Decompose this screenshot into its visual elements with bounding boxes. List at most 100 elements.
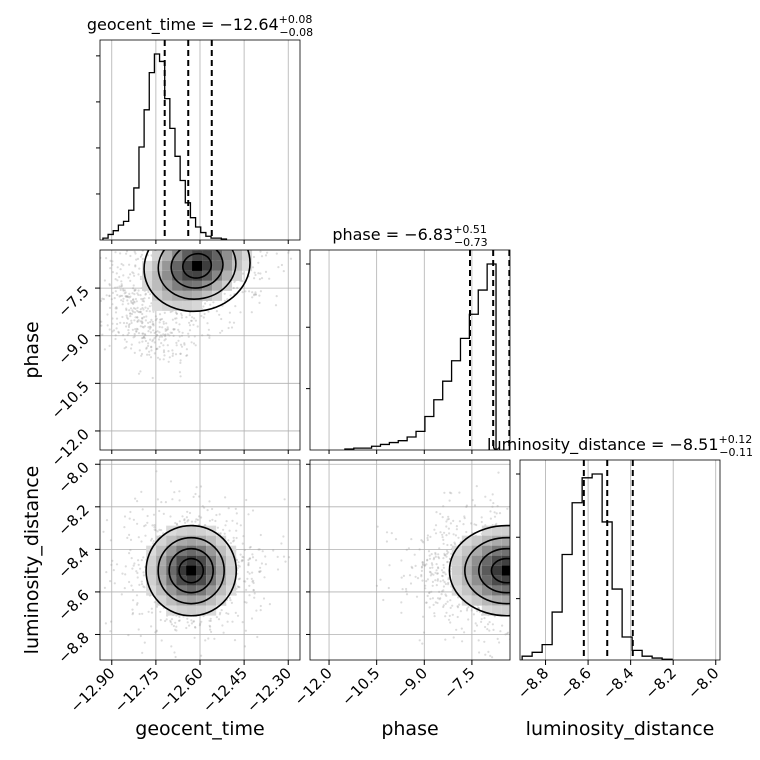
sample-point — [141, 340, 144, 343]
sample-point — [162, 246, 164, 248]
sample-point — [431, 580, 434, 584]
sample-point — [248, 244, 250, 246]
density-cell — [196, 535, 207, 546]
sample-point — [499, 630, 502, 633]
sample-point — [258, 570, 261, 573]
sample-point — [92, 261, 94, 263]
sample-point — [195, 230, 197, 232]
sample-point — [139, 308, 142, 311]
sample-point — [206, 509, 209, 512]
sample-point — [444, 573, 447, 576]
sample-point — [206, 322, 209, 325]
sample-point — [442, 589, 445, 592]
density-cell — [142, 270, 153, 281]
sample-point — [241, 272, 245, 275]
sample-point — [149, 320, 152, 324]
sample-point — [115, 306, 118, 309]
sample-point — [222, 631, 225, 634]
sample-point — [268, 230, 270, 232]
sample-point — [455, 528, 458, 531]
sample-point — [488, 621, 491, 624]
sample-point — [513, 553, 515, 555]
sample-point — [248, 290, 251, 293]
sample-point — [185, 229, 187, 231]
sample-point — [530, 585, 532, 587]
sample-point — [165, 328, 168, 332]
sample-point — [530, 591, 532, 593]
sample-point — [142, 308, 145, 311]
sample-point — [546, 557, 548, 559]
sample-point — [252, 214, 254, 216]
sample-point — [138, 267, 141, 270]
sample-point — [247, 564, 250, 567]
sample-point — [515, 559, 517, 561]
sample-point — [442, 542, 445, 545]
sample-point — [148, 305, 151, 308]
sample-point — [137, 372, 141, 375]
sample-point — [174, 317, 177, 320]
sample-point — [236, 286, 239, 289]
sample-point — [219, 611, 222, 614]
density-cell — [176, 595, 187, 606]
density-cell — [216, 595, 227, 606]
sample-point — [156, 334, 159, 337]
sample-point — [447, 583, 450, 586]
sample-point — [162, 512, 165, 516]
sample-point — [477, 607, 480, 610]
sample-point — [570, 583, 572, 585]
sample-point — [141, 325, 144, 328]
sample-point — [202, 243, 204, 245]
sample-point — [164, 335, 167, 338]
y-tick-label: −12.0 — [48, 425, 93, 470]
sample-point — [512, 549, 514, 551]
sample-point — [553, 573, 555, 575]
sample-point — [193, 231, 195, 233]
density-cell — [522, 526, 532, 536]
sample-point — [445, 525, 448, 528]
sample-point — [185, 316, 188, 319]
sample-point — [216, 232, 218, 234]
sample-point — [190, 228, 192, 230]
sample-point — [110, 563, 113, 567]
sample-point — [186, 354, 189, 357]
sample-point — [138, 612, 141, 616]
sample-point — [158, 358, 161, 361]
sample-point — [162, 241, 164, 243]
sample-point — [248, 594, 251, 597]
sample-point — [214, 519, 217, 523]
sample-point — [542, 551, 544, 553]
sample-point — [260, 277, 264, 280]
density-cell — [166, 535, 177, 546]
sample-point — [517, 569, 519, 571]
sample-point — [527, 562, 529, 564]
sample-point — [153, 528, 156, 531]
sample-point — [149, 539, 153, 542]
x-tick-label: −8.4 — [599, 664, 637, 702]
sample-point — [187, 227, 189, 229]
sample-point — [302, 172, 304, 174]
density-cell — [166, 545, 177, 556]
sample-point — [541, 541, 543, 543]
sample-point — [560, 529, 562, 531]
contour-level — [145, 524, 238, 617]
sample-point — [223, 243, 225, 245]
density-cell — [522, 586, 532, 596]
sample-point — [162, 322, 165, 325]
density-cell — [186, 605, 197, 616]
sample-point — [450, 543, 453, 547]
sample-point — [95, 327, 97, 329]
sample-point — [533, 648, 535, 650]
sample-point — [108, 306, 112, 309]
sample-point — [128, 296, 131, 299]
sample-point — [236, 223, 238, 225]
sample-point — [224, 524, 227, 527]
panel-geocent_time-phase — [92, 172, 304, 451]
sample-point — [418, 548, 421, 551]
sample-point — [431, 584, 434, 587]
sample-point — [248, 572, 251, 575]
sample-point — [113, 582, 116, 585]
sample-point — [571, 583, 573, 585]
sample-point — [568, 576, 570, 578]
sample-point — [534, 542, 536, 544]
sample-point — [113, 297, 116, 300]
